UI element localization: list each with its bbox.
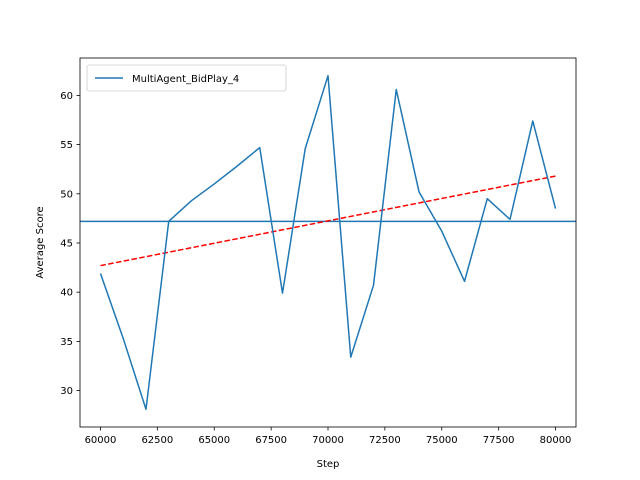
x-axis-label: Step xyxy=(317,459,340,470)
x-tick-label: 75000 xyxy=(426,435,458,446)
legend-box xyxy=(86,64,287,92)
x-tick-label: 80000 xyxy=(540,435,572,446)
lines-layer xyxy=(80,74,576,411)
plot-area xyxy=(80,74,576,411)
x-axis-ticks: 60000 62500 65000 67500 70000 72500 75000 77500… xyxy=(85,427,572,446)
trend-line xyxy=(100,175,556,267)
y-tick-label: 35 xyxy=(60,337,73,348)
y-tick-label: 30 xyxy=(60,386,73,397)
y-axis-ticks: 30 35 40 45 50 55 60 xyxy=(60,91,80,397)
y-tick-label: 45 xyxy=(60,238,73,249)
x-tick-label: 65000 xyxy=(198,435,230,446)
x-tick-label: 70000 xyxy=(312,435,344,446)
x-tick-label: 77500 xyxy=(483,435,515,446)
y-tick-label: 55 xyxy=(60,140,73,151)
y-tick-label: 60 xyxy=(60,91,73,102)
legend-entry-label: MultiAgent_BidPlay_4 xyxy=(132,74,239,85)
x-tick-label: 60000 xyxy=(85,435,117,446)
y-axis-label: Average Score xyxy=(35,206,46,278)
x-tick-label: 62500 xyxy=(141,435,173,446)
legend: MultiAgent_BidPlay_4 xyxy=(86,64,287,92)
x-tick-label: 72500 xyxy=(369,435,401,446)
y-tick-label: 40 xyxy=(60,288,73,299)
y-tick-label: 50 xyxy=(60,189,73,200)
x-tick-label: 67500 xyxy=(255,435,287,446)
